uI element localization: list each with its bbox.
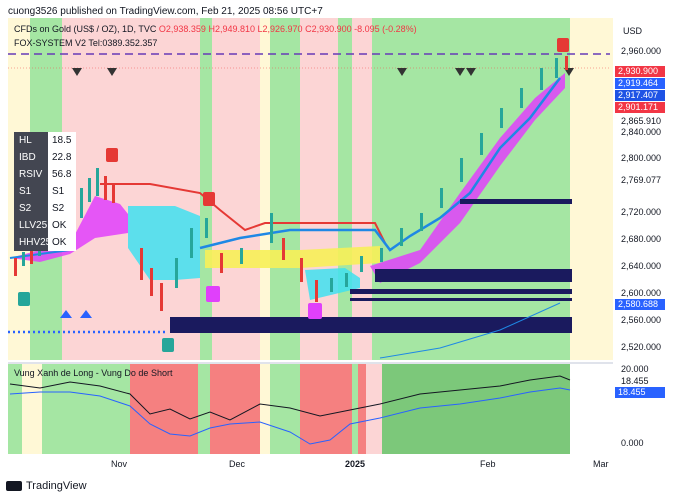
zone: [338, 18, 352, 360]
marker-down: [397, 68, 407, 76]
marker-down: [466, 68, 476, 76]
symbol-info: CFDs on Gold (US$ / OZ), 1D, TVC O2,938.…: [14, 24, 417, 34]
table-row: RSIV 56.8: [14, 166, 76, 183]
tradingview-logo-icon: [6, 481, 22, 491]
ohlc-open: O2,938.359: [158, 24, 206, 34]
ohlc-close: C2,930.900: [305, 24, 352, 34]
main-chart[interactable]: [0, 18, 613, 378]
ohlc-high: H2,949.810: [208, 24, 255, 34]
signal-box: [106, 148, 118, 162]
price-tick: 2,520.000: [621, 342, 662, 352]
sub-chart[interactable]: [0, 364, 613, 456]
zone: [352, 18, 372, 360]
time-tick: Mar: [593, 459, 609, 469]
price-tick: 2,640.000: [621, 261, 662, 271]
red-line: [100, 183, 386, 244]
time-tick: 2025: [345, 459, 366, 469]
price-tick: 2,600.000: [621, 288, 662, 298]
price-tag-close: 2,930.900: [615, 66, 665, 77]
time-tick: Feb: [480, 459, 496, 469]
price-tick: 2,560.000: [621, 315, 662, 325]
sub-indicator-title: Vung Xanh de Long - Vung Do de Short: [14, 368, 173, 378]
zone: [130, 18, 200, 360]
marker-down: [455, 68, 465, 76]
price-tick: 2,960.000: [621, 46, 662, 56]
zone-box: [350, 298, 572, 301]
price-tick: 2,680.000: [621, 234, 662, 244]
signal-box: [162, 338, 174, 352]
signal-box: [206, 286, 220, 302]
price-tick: 2,720.000: [621, 207, 662, 217]
price-tag: 2,919.464: [615, 78, 665, 89]
time-tick: Dec: [229, 459, 246, 469]
pane-divider[interactable]: [8, 362, 613, 364]
sub-line-blue: [9, 387, 571, 445]
signal-box: [18, 292, 30, 306]
table-row: S1 S1: [14, 183, 76, 200]
cloud-magenta: [370, 73, 565, 283]
sub-line-black: [9, 375, 571, 421]
ohlc-low: L2,926.970: [257, 24, 303, 34]
footer-brand[interactable]: TradingView: [6, 480, 87, 492]
symbol-name: CFDs on Gold (US$ / OZ), 1D, TVC: [14, 24, 157, 34]
table-row: LLV25 OK: [14, 217, 76, 234]
signal-box: [203, 192, 215, 206]
footer-text: TradingView: [26, 480, 87, 492]
zone-box: [170, 317, 572, 333]
zone-box: [350, 289, 572, 294]
stats-table: HL 18.5 IBD 22.8 RSIV 56.8 S1 S1 S2 S2 LLV25 O…: [14, 132, 76, 251]
zone: [270, 18, 300, 360]
marker-down: [107, 68, 117, 76]
ohlc-change: -8.095 (-0.28%): [354, 24, 417, 34]
time-tick: Nov: [111, 459, 128, 469]
sub-axis-tick: 18.455: [621, 376, 649, 386]
signal-box: [308, 303, 322, 319]
price-tag: 2,580.688: [615, 299, 665, 310]
sub-axis-tick: 0.000: [621, 438, 644, 448]
table-row: IBD 22.8: [14, 149, 76, 166]
ribbon: [379, 302, 561, 359]
indicator-title: FOX-SYSTEM V2 Tel:0389.352.357: [14, 38, 158, 48]
marker-up: [80, 310, 92, 318]
table-row: HL 18.5: [14, 132, 76, 149]
price-tag: 2,901.171: [615, 102, 665, 113]
currency-label[interactable]: USD: [623, 26, 643, 36]
price-tag: 2,917.407: [615, 90, 665, 101]
zone: [570, 18, 613, 360]
marker-up: [60, 310, 72, 318]
sub-value-tag: 18.455: [615, 387, 665, 398]
publish-header: cuong3526 published on TradingView.com, …: [8, 6, 323, 17]
sub-axis-tick: 20.000: [621, 364, 649, 374]
zone: [212, 18, 260, 360]
price-tick: 2,800.000: [621, 153, 662, 163]
zone: [200, 18, 212, 360]
signal-box: [557, 38, 569, 52]
zone-box: [375, 269, 572, 282]
zone: [260, 18, 270, 360]
price-tick: 2,769.077: [621, 175, 662, 185]
table-row: HHV25 OK: [14, 234, 76, 251]
cloud-cyan: [128, 206, 200, 280]
table-row: S2 S2: [14, 200, 76, 217]
marker-down: [72, 68, 82, 76]
price-tick: 2,865.910: [621, 116, 662, 126]
cloud-yellow: [205, 246, 380, 268]
price-tick: 2,840.000: [621, 127, 662, 137]
cloud-magenta: [10, 196, 128, 262]
zone-box: [460, 199, 572, 204]
